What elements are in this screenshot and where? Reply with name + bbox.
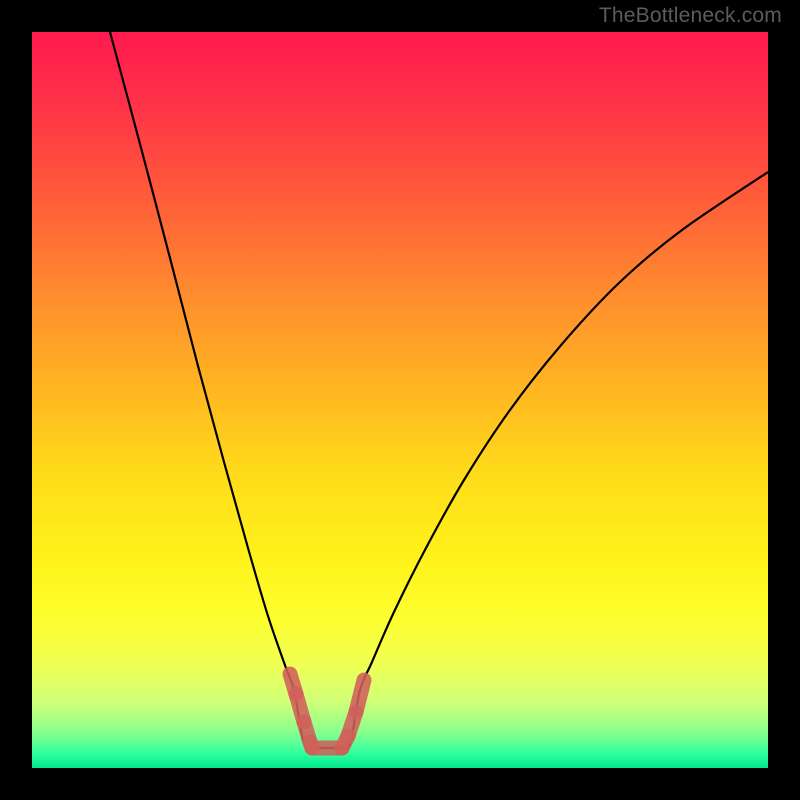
plot-area [32, 32, 768, 768]
watermark-text: TheBottleneck.com [599, 4, 782, 28]
bottleneck-curve [32, 32, 768, 768]
